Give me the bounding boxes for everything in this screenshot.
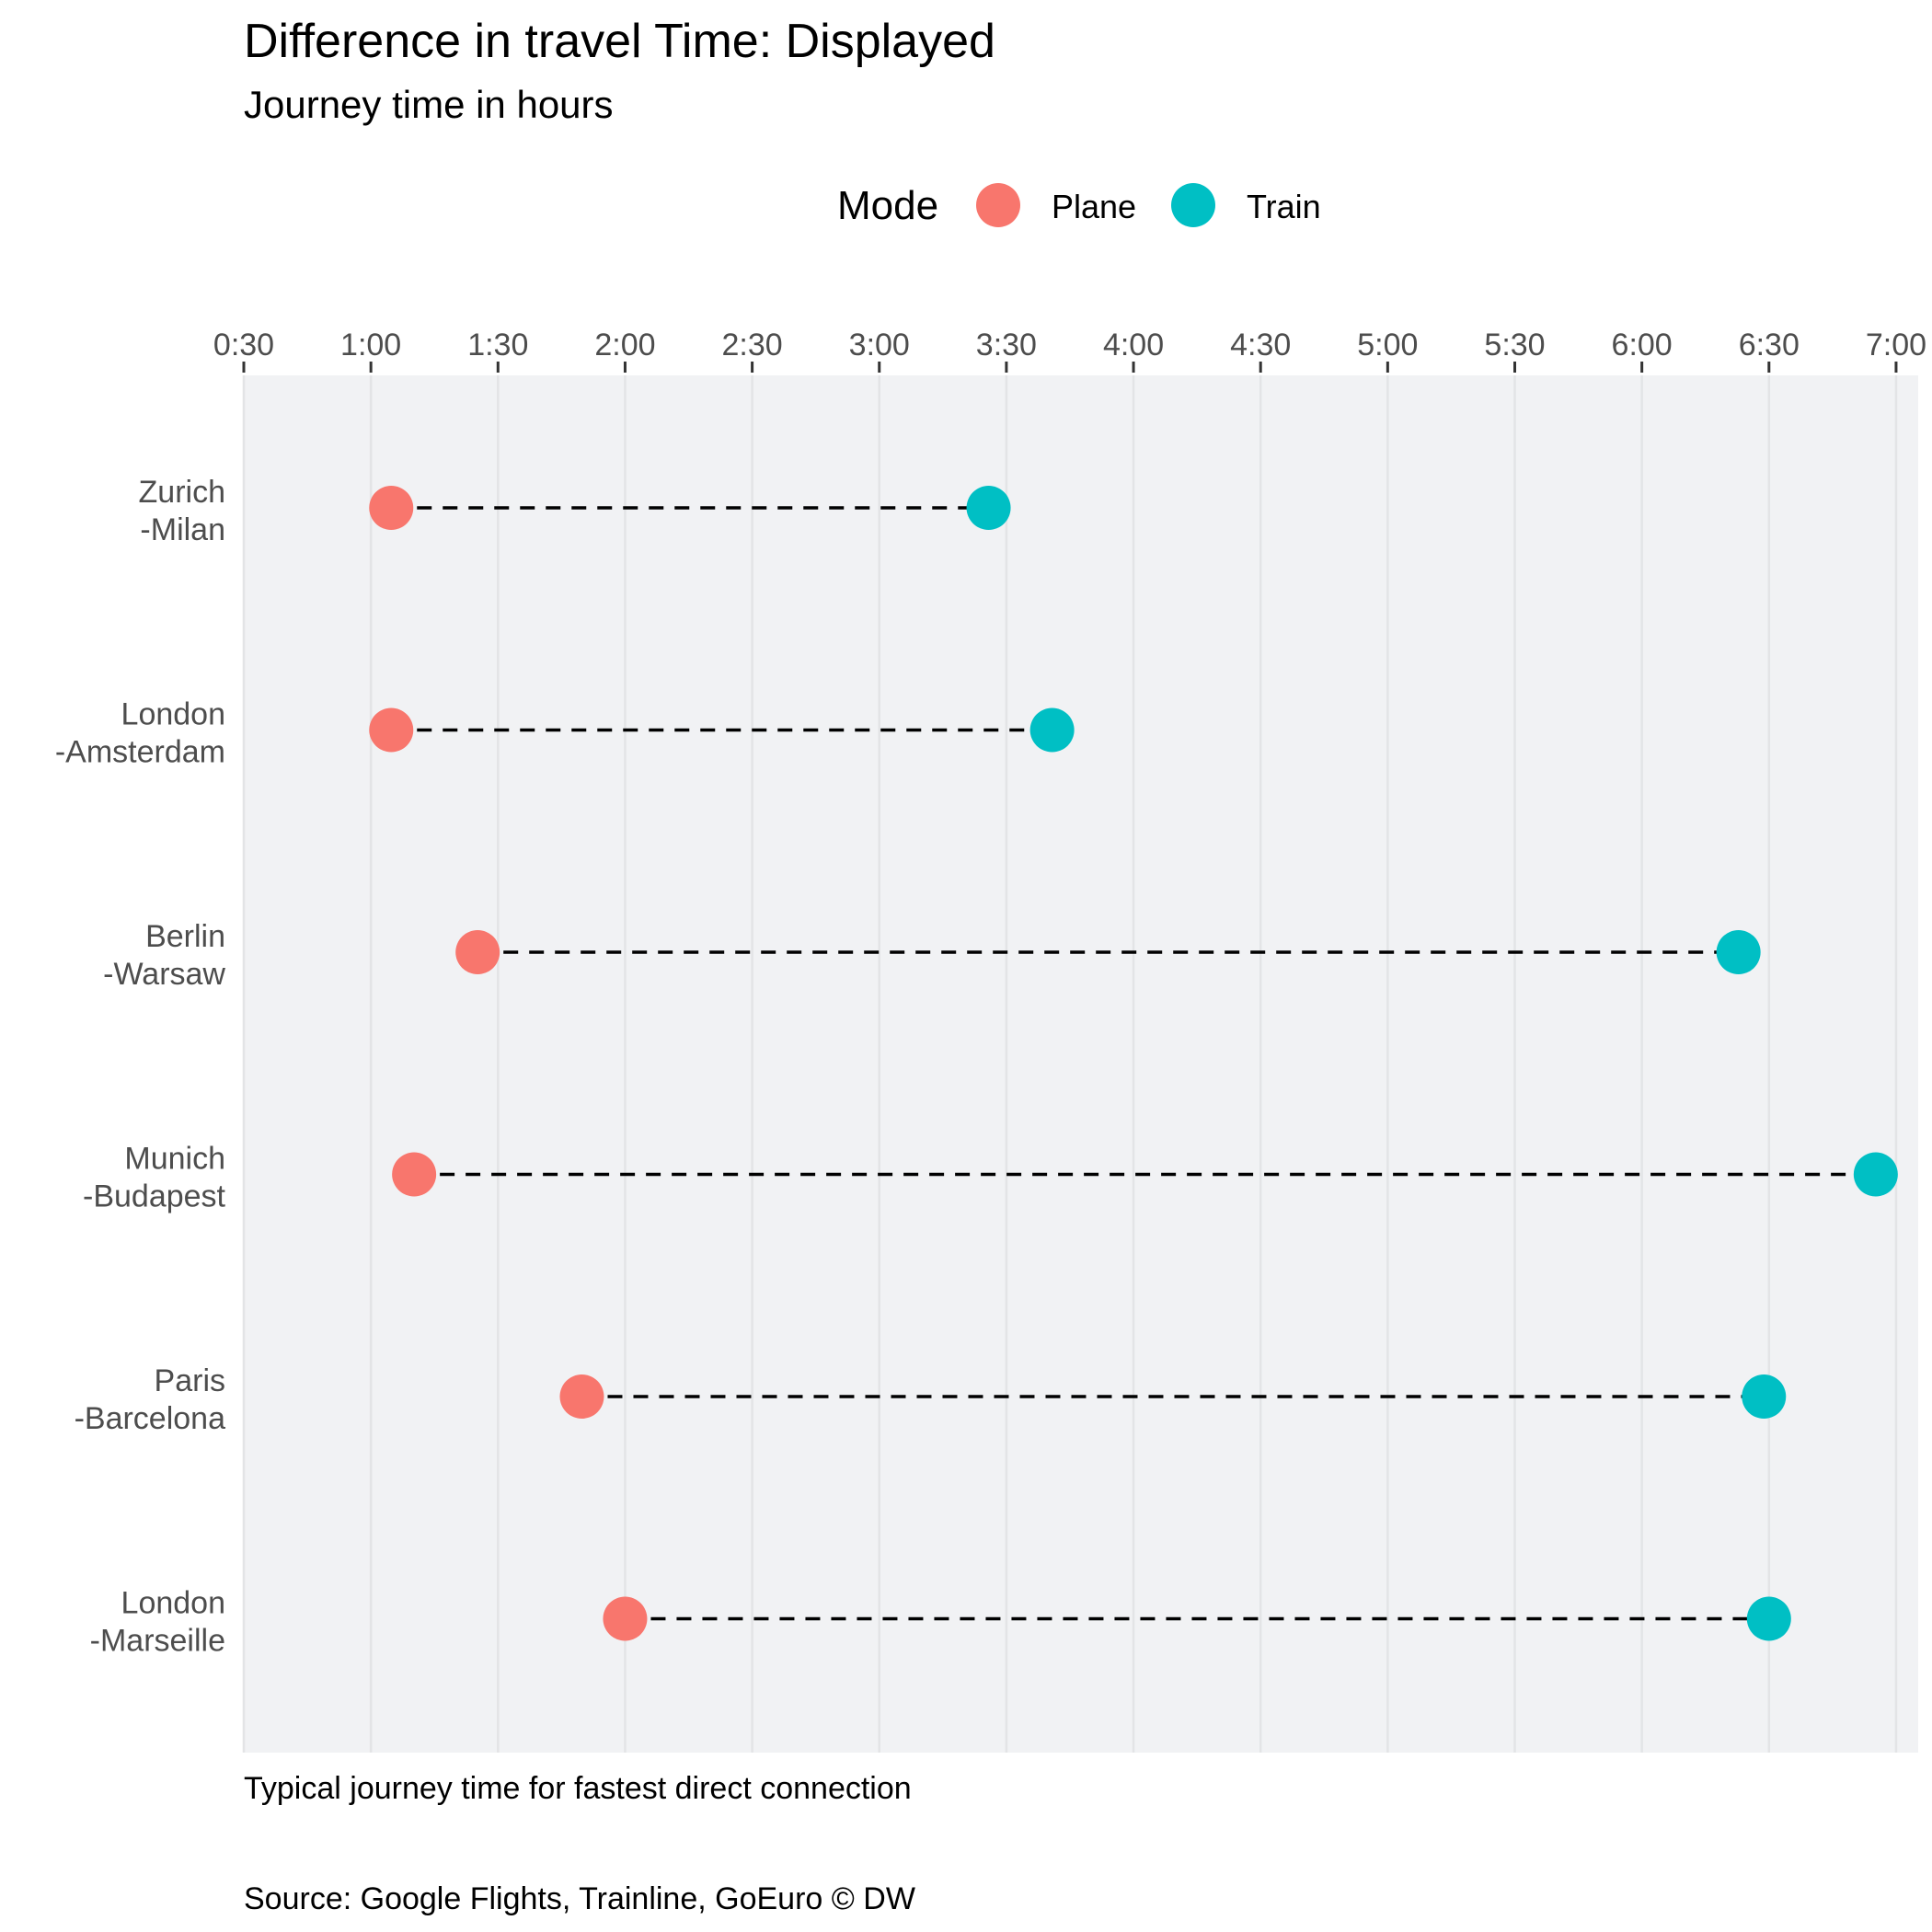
point-train-5 bbox=[1746, 1596, 1791, 1641]
chart-subtitle: Journey time in hours bbox=[244, 83, 614, 126]
y-label-3-line2: -Budapest bbox=[83, 1179, 226, 1214]
x-tick-label-7: 4:00 bbox=[1103, 328, 1164, 362]
point-plane-1 bbox=[369, 707, 414, 753]
x-tick-label-2: 1:30 bbox=[467, 328, 528, 362]
legend-key-train bbox=[1171, 183, 1215, 227]
legend-label-plane: Plane bbox=[1052, 188, 1136, 225]
x-tick-label-3: 2:00 bbox=[594, 328, 655, 362]
point-train-2 bbox=[1716, 930, 1761, 974]
point-train-3 bbox=[1853, 1152, 1898, 1197]
legend: Mode Plane Train bbox=[837, 183, 1321, 228]
legend-title: Mode bbox=[837, 183, 938, 228]
y-label-0-line2: -Milan bbox=[140, 512, 225, 547]
y-label-5-line2: -Marseille bbox=[90, 1624, 225, 1659]
x-tick-label-11: 6:00 bbox=[1612, 328, 1673, 362]
y-label-2-line2: -Warsaw bbox=[103, 957, 225, 992]
caption-source: Source: Google Flights, Trainline, GoEur… bbox=[244, 1881, 915, 1916]
x-tick-label-8: 4:30 bbox=[1230, 328, 1291, 362]
point-plane-4 bbox=[559, 1374, 604, 1419]
y-label-4-line1: Paris bbox=[155, 1363, 225, 1398]
point-train-1 bbox=[1029, 707, 1075, 753]
x-tick-label-1: 1:00 bbox=[340, 328, 401, 362]
y-label-1-line2: -Amsterdam bbox=[55, 735, 225, 770]
plot-marks bbox=[369, 486, 1898, 1641]
legend-key-plane bbox=[976, 183, 1020, 227]
gridlines bbox=[242, 375, 1898, 1753]
y-axis-labels: Zurich-MilanLondon-AmsterdamBerlin-Warsa… bbox=[55, 475, 226, 1659]
x-tick-label-10: 5:30 bbox=[1484, 328, 1545, 362]
x-tick-label-4: 2:30 bbox=[722, 328, 783, 362]
x-tick-label-5: 3:00 bbox=[849, 328, 910, 362]
point-plane-0 bbox=[369, 486, 414, 530]
point-train-0 bbox=[966, 486, 1011, 530]
y-label-0-line1: Zurich bbox=[139, 475, 225, 510]
x-tick-label-13: 7:00 bbox=[1866, 328, 1926, 362]
caption-note: Typical journey time for fastest direct … bbox=[244, 1771, 912, 1806]
y-label-1-line1: London bbox=[121, 697, 225, 732]
point-train-4 bbox=[1742, 1374, 1787, 1419]
point-plane-3 bbox=[392, 1152, 437, 1197]
legend-label-train: Train bbox=[1247, 188, 1321, 225]
y-label-4-line2: -Barcelona bbox=[75, 1401, 226, 1436]
y-label-2-line1: Berlin bbox=[145, 919, 225, 954]
y-label-3-line1: Munich bbox=[124, 1142, 225, 1177]
y-label-5-line1: London bbox=[121, 1586, 225, 1621]
point-plane-2 bbox=[455, 930, 500, 974]
x-tick-label-6: 3:30 bbox=[976, 328, 1037, 362]
plot-panel bbox=[244, 375, 1918, 1753]
point-plane-5 bbox=[603, 1596, 648, 1641]
x-tick-label-9: 5:00 bbox=[1357, 328, 1418, 362]
x-tick-label-12: 6:30 bbox=[1739, 328, 1800, 362]
chart-title: Difference in travel Time: Displayed bbox=[244, 15, 995, 68]
x-axis: 0:30 1:00 1:30 2:00 2:30 3:00 3:30 4:00 4:30 5:00… bbox=[213, 328, 1926, 373]
x-tick-label-0: 0:30 bbox=[213, 328, 274, 362]
